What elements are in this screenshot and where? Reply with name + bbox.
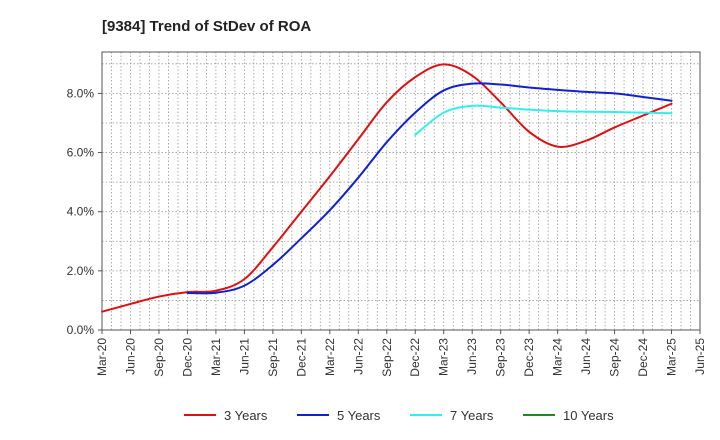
x-tick-label: Mar-25: [665, 338, 679, 376]
plot-frame: [101, 51, 701, 331]
x-tick-label: Dec-22: [408, 338, 422, 377]
chart-title: [9384] Trend of StDev of ROA: [102, 18, 311, 35]
legend: 3 Years 5 Years 7 Years 10 Years: [184, 408, 614, 423]
y-tick-label: 8.0%: [67, 86, 95, 100]
x-tick-label: Sep-20: [152, 338, 166, 377]
series-line-3-years: [101, 63, 673, 313]
plot-area: [102, 52, 700, 330]
x-tick-label: Sep-24: [608, 338, 622, 377]
x-tick-label: Sep-23: [494, 338, 508, 377]
x-tick-label: Jun-23: [465, 338, 479, 375]
x-tick-label: Mar-20: [95, 338, 109, 376]
plot-border: [101, 51, 701, 331]
plot-background: [102, 52, 700, 330]
x-tick-label: Sep-22: [380, 338, 394, 377]
x-tick-label: Mar-21: [209, 338, 223, 376]
grid-lines: [102, 52, 700, 330]
legend-label-7-years: 7 Years: [450, 408, 494, 423]
y-tick-label: 6.0%: [67, 146, 95, 160]
series-line-7-years: [414, 104, 673, 136]
x-tick-label: Dec-20: [180, 338, 194, 377]
x-tick-label: Dec-23: [522, 338, 536, 377]
y-tick-label: 2.0%: [67, 264, 95, 278]
x-tick-label: Mar-24: [551, 338, 565, 376]
x-axis-ticks: Mar-20 Jun-20 Sep-20 Dec-20 Mar-21 Jun-21 Sep-…: [95, 330, 707, 377]
legend-label-5-years: 5 Years: [337, 408, 381, 423]
x-tick-label: Jun-22: [351, 338, 365, 375]
x-tick-label: Dec-21: [294, 338, 308, 377]
x-tick-label: Jun-25: [693, 338, 707, 375]
x-tick-label: Sep-21: [266, 338, 280, 377]
x-tick-label: Jun-21: [237, 338, 251, 375]
x-tick-label: Jun-20: [123, 338, 137, 375]
x-tick-label: Dec-24: [636, 338, 650, 377]
y-axis-ticks: 0.0% 2.0% 4.0% 6.0% 8.0%: [67, 86, 102, 337]
legend-label-3-years: 3 Years: [224, 408, 268, 423]
legend-label-10-years: 10 Years: [563, 408, 614, 423]
series-line-5-years: [186, 82, 673, 295]
x-tick-label: Jun-24: [579, 338, 593, 375]
series-lines: [101, 63, 673, 313]
x-tick-label: Mar-23: [437, 338, 451, 376]
x-tick-label: Mar-22: [323, 338, 337, 376]
y-tick-label: 4.0%: [67, 205, 95, 219]
y-tick-label: 0.0%: [67, 323, 95, 337]
